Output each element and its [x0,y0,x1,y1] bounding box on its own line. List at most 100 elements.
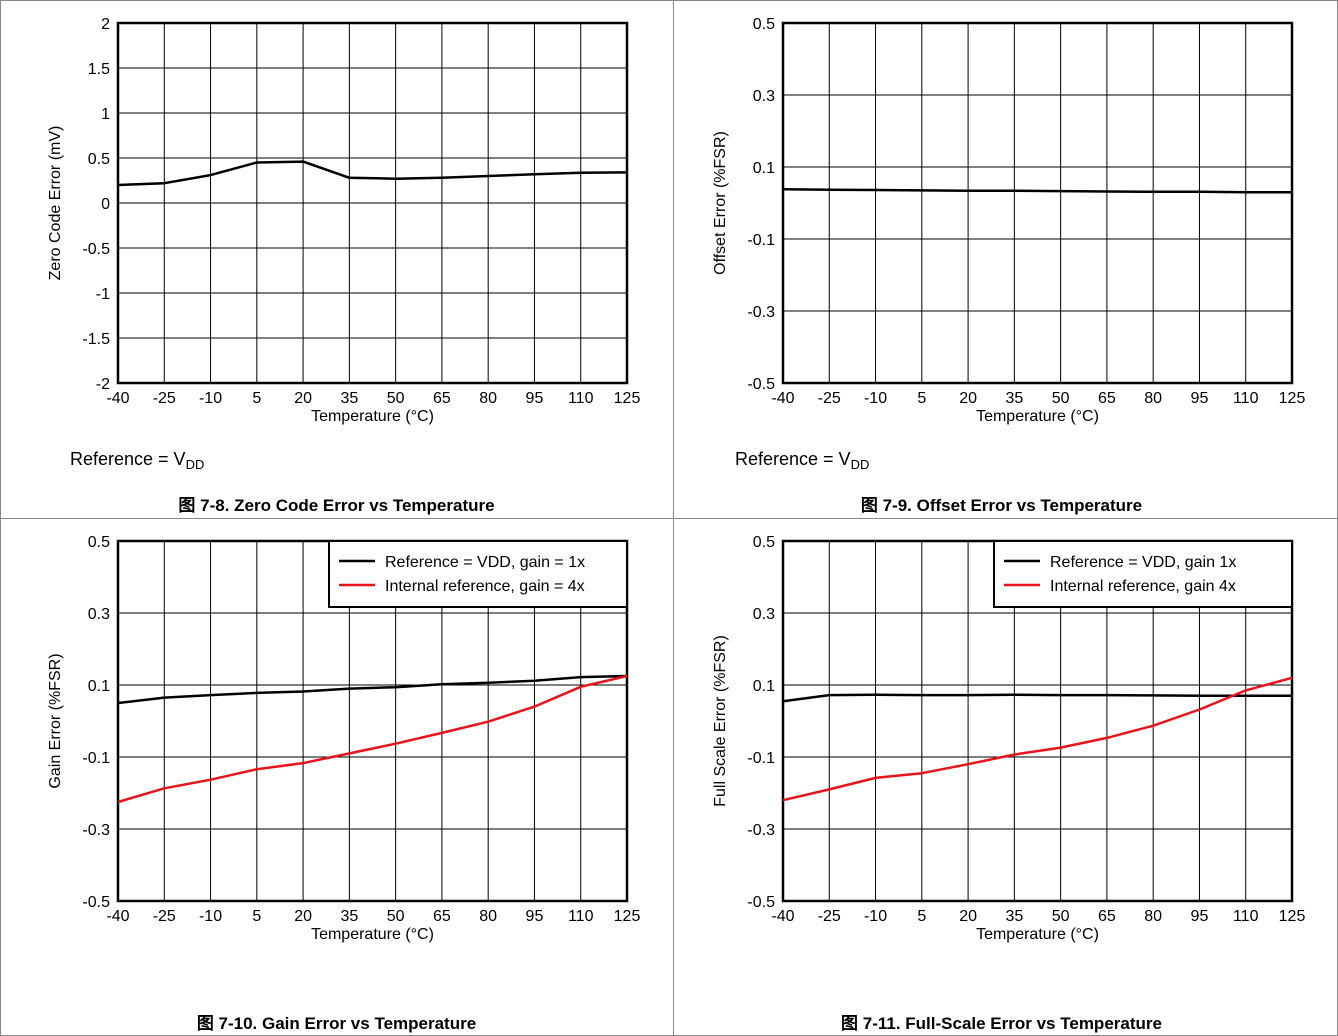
x-tick-label: 20 [294,390,312,407]
x-tick-label: 5 [252,390,261,407]
x-tick-label: 125 [614,390,641,407]
y-axis-label: Full Scale Error (%FSR) [712,635,729,807]
x-tick-label: 110 [1233,390,1259,407]
figure-caption: 图 7-10. Gain Error vs Temperature [196,1014,477,1033]
series-line-red [782,676,1293,802]
x-tick-label: 125 [1279,390,1306,407]
y-tick-label: -0.5 [747,894,775,911]
legend-label: Reference = VDD, gain = 1x [385,554,585,571]
x-tick-label: 125 [1279,908,1306,925]
x-tick-label: -25 [818,908,841,925]
y-tick-label: 0.5 [753,16,775,33]
y-tick-label: 1 [101,106,110,123]
x-tick-label: 80 [479,908,497,925]
x-tick-label: 50 [387,390,405,407]
x-tick-label: 50 [1052,390,1070,407]
x-tick-label: -25 [153,390,176,407]
plot-frame [116,21,629,385]
y-tick-label: 0.5 [88,151,110,168]
y-tick-label: -0.3 [747,822,775,839]
x-tick-label: 110 [568,908,594,925]
reference-note: Reference = VDD [735,449,869,472]
figure-caption: 图 7-8. Zero Code Error vs Temperature [178,496,495,515]
x-tick-label: 65 [1098,390,1116,407]
x-tick-label: -40 [771,390,794,407]
x-tick-label: 80 [479,390,497,407]
x-tick-label: 50 [1052,908,1070,925]
figure-caption: 图 7-11. Full-Scale Error vs Temperature [841,1014,1162,1033]
x-tick-label: -40 [106,390,129,407]
x-axis-label: Temperature (°C) [311,926,434,943]
x-tick-label: 95 [1191,390,1209,407]
x-tick-label: 5 [917,390,926,407]
x-tick-label: -10 [199,390,222,407]
reference-note-main: Reference = V [735,449,851,469]
x-tick-label: -10 [199,908,222,925]
y-axis-label: Gain Error (%FSR) [47,653,64,788]
x-tick-label: 35 [340,908,358,925]
y-tick-label: -0.5 [747,376,775,393]
x-tick-label: 35 [340,390,358,407]
chart-zero-code-error: -40 -25 -10 5 20 35 50 65 80 95 110 125-2-1.5-1-0.5… [47,16,641,425]
y-tick-label: -0.3 [82,822,110,839]
x-tick-label: 95 [526,390,544,407]
chart-full-scale-error: -40 -25 -10 5 20 35 50 65 80 95 110 125 -0.5 -0.3 -0.1… [712,534,1306,943]
panel-full-scale-error: -40 -25 -10 5 20 35 50 65 80 95 110 125 -0.5 -0.3 -0.1… [665,518,1338,1036]
y-tick-label: 0.1 [753,160,775,177]
reference-note-main: Reference = V [70,449,186,469]
y-tick-label: -0.1 [82,750,110,767]
x-tick-label: -10 [864,908,887,925]
x-tick-label: 35 [1005,390,1023,407]
y-tick-label: -1 [96,286,110,303]
series-line-red [117,674,628,804]
reference-note-sub: DD [185,457,205,472]
x-axis-label: Temperature (°C) [311,408,434,425]
y-tick-label: 0.3 [753,88,775,105]
y-tick-label: -0.3 [747,304,775,321]
legend-box [993,540,1293,608]
x-tick-label: 80 [1144,908,1162,925]
y-tick-label: 0 [101,196,110,213]
x-tick-label: -40 [771,908,794,925]
reference-note: Reference = VDD [70,449,204,472]
x-axis-label: Temperature (°C) [976,926,1099,943]
y-tick-label: 0.3 [88,606,110,623]
x-tick-label: 80 [1144,390,1162,407]
legend-label: Internal reference, gain 4x [1050,578,1236,595]
x-tick-label: -10 [864,390,887,407]
panel-offset-error: -40 -25 -10 5 20 35 50 65 80 95 110 125 -0.5 -0.3 -0.1… [665,0,1338,518]
x-tick-label: -25 [153,908,176,925]
chart-gain-error: -40 -25 -10 5 20 35 50 65 80 95 110 125 -0.5 -0.3 -0.1… [47,534,641,943]
plot-frame [781,21,1294,385]
panel-gain-error: -40 -25 -10 5 20 35 50 65 80 95 110 125 -0.5 -0.3 -0.1… [0,518,673,1036]
x-tick-label: 65 [1098,908,1116,925]
horizontal-divider [0,518,1338,519]
y-tick-label: -0.5 [82,241,110,258]
x-tick-label: 20 [959,908,977,925]
x-tick-label: 110 [1233,908,1259,925]
x-tick-label: 5 [252,908,261,925]
series-line-black [782,693,1292,703]
y-axis-label: Offset Error (%FSR) [712,131,729,275]
y-tick-label: -1.5 [82,331,110,348]
y-tick-label: 0.5 [88,534,110,551]
figure-caption: 图 7-9. Offset Error vs Temperature [860,496,1143,515]
y-axis-label: Zero Code Error (mV) [47,126,64,281]
legend-box [328,540,628,608]
series-line-black [117,674,628,705]
x-tick-label: 20 [294,908,312,925]
x-axis-label: Temperature (°C) [976,408,1099,425]
x-tick-label: 95 [1191,908,1209,925]
legend-label: Reference = VDD, gain 1x [1050,554,1236,571]
y-tick-label: 0.3 [753,606,775,623]
x-tick-label: 110 [568,390,594,407]
x-tick-label: 125 [614,908,641,925]
reference-note-sub: DD [850,457,870,472]
y-tick-label: -0.1 [747,750,775,767]
y-tick-label: 2 [101,16,110,33]
panel-zero-code-error: -40 -25 -10 5 20 35 50 65 80 95 110 125 -2 -1.5 -1 -0.5… [0,0,673,518]
x-tick-label: 35 [1005,908,1023,925]
y-tick-label: 1.5 [88,61,110,78]
legend-label: Internal reference, gain = 4x [385,578,585,595]
x-tick-label: 50 [387,908,405,925]
